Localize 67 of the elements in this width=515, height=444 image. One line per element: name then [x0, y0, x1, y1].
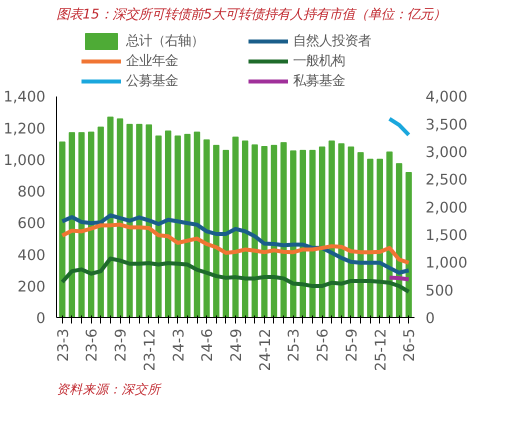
bar	[376, 158, 383, 318]
x-tick-label: 23-9	[112, 328, 130, 362]
line-series	[60, 213, 411, 275]
legend-label: 一般机构	[293, 53, 346, 70]
bar	[406, 172, 412, 318]
text: 资料来源：深交所	[56, 382, 162, 396]
x-tick-label: 23-6	[84, 328, 101, 362]
x-tick-label: 26-5	[401, 328, 418, 362]
bar	[222, 150, 230, 318]
x-tick-label: 25-9	[343, 328, 360, 362]
bar	[318, 146, 326, 318]
y-tick-label: 600	[18, 215, 46, 232]
bar	[107, 116, 114, 318]
bar	[59, 142, 66, 318]
x-tick-label: 24-9	[228, 328, 245, 362]
line-series	[60, 222, 411, 265]
x-tick-label: 24-6	[199, 328, 216, 362]
x-tick-label: 25-3	[286, 328, 303, 362]
bar	[174, 135, 181, 318]
bar	[338, 143, 345, 318]
x-tick-label: 25-6	[314, 328, 332, 362]
line-series	[60, 256, 411, 294]
bar	[146, 124, 152, 318]
legend-label: 公募基金	[126, 72, 179, 90]
bar	[136, 124, 142, 318]
y-tick-label: 200	[18, 278, 46, 296]
y2-tick-label: 1,500	[426, 226, 468, 244]
bar	[261, 146, 268, 318]
bar	[88, 132, 94, 318]
bar	[98, 126, 104, 318]
y2-tick-label: 500	[426, 282, 454, 300]
y2-tick-label: 3,500	[426, 116, 468, 134]
bar	[357, 152, 364, 318]
bar	[252, 144, 258, 318]
y-tick-label: 1,200	[4, 120, 46, 138]
legend-label: 总计（右轴）	[126, 32, 205, 50]
x-tick-label: 24-3	[170, 328, 188, 362]
y2-tick-label: 2,500	[426, 172, 468, 189]
legend-label: 企业年金	[126, 52, 179, 70]
x-tick-label: 23-3	[54, 328, 72, 362]
bar	[300, 150, 306, 318]
y2-tick-label: 4,000	[426, 88, 468, 106]
y2-tick-label: 0	[426, 310, 435, 327]
legend-label: 私募基金	[293, 72, 346, 90]
y2-tick-label: 2,000	[426, 199, 468, 216]
y-tick-label: 1,400	[4, 88, 46, 106]
y-tick-label: 800	[18, 184, 46, 200]
bar	[164, 130, 172, 318]
y-tick-label: 1,000	[4, 152, 46, 169]
x-tick-label: 24-12	[256, 328, 274, 372]
bar	[213, 144, 220, 318]
chart-title: 图表15：深交所可转债前5大可转债持有人持有市值（单位：亿元）	[56, 6, 446, 22]
bar	[367, 158, 374, 318]
y-tick-label: 0	[36, 310, 46, 327]
y2-tick-label: 3,000	[426, 144, 468, 161]
y-tick-label: 400	[18, 246, 46, 264]
bar	[126, 124, 133, 318]
bar	[184, 134, 191, 318]
y2-tick-label: 1,000	[426, 254, 468, 272]
bar	[328, 140, 335, 318]
x-tick-label: 23-12	[141, 328, 158, 372]
bar	[280, 142, 287, 318]
bar	[242, 140, 248, 318]
legend-label: 自然人投资者	[293, 33, 372, 50]
x-tick-label: 25-12	[372, 328, 390, 372]
bar	[290, 150, 296, 318]
bar	[203, 139, 210, 318]
